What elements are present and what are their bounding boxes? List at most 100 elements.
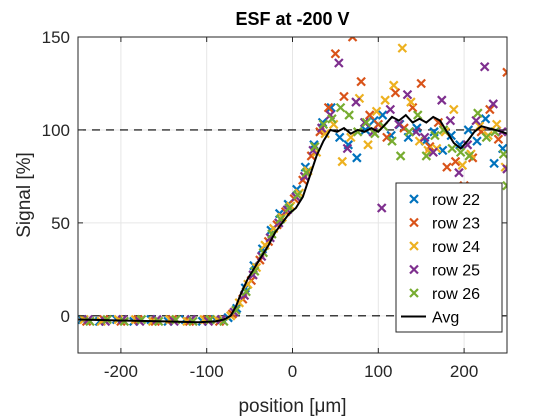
- legend-marker: [409, 264, 419, 275]
- data-point-row-25: [402, 89, 413, 100]
- y-tick-label: 100: [42, 121, 70, 140]
- data-point-row-24: [243, 279, 253, 290]
- data-point-row-24: [320, 128, 330, 139]
- data-point-row-26: [502, 180, 507, 191]
- data-point-row-23: [330, 48, 341, 59]
- data-point-row-24: [380, 95, 390, 105]
- data-point-row-26: [464, 151, 475, 161]
- x-tick-label: -100: [190, 362, 224, 381]
- legend-entry-label: row 24: [432, 239, 480, 256]
- data-point-row-26: [447, 143, 457, 154]
- data-point-row-26: [498, 149, 507, 159]
- data-point-row-22: [326, 102, 336, 113]
- data-point-row-26: [318, 119, 329, 130]
- avg-line: [78, 113, 507, 324]
- data-point-row-24: [491, 119, 502, 130]
- data-point-row-23: [339, 91, 349, 102]
- data-point-row-23: [323, 102, 334, 113]
- data-point-row-22: [480, 114, 491, 124]
- data-point-row-25: [351, 97, 361, 107]
- data-point-row-22: [463, 125, 474, 135]
- data-point-row-23: [442, 162, 452, 172]
- x-tick-label: 100: [364, 362, 392, 381]
- data-point-row-26: [430, 130, 440, 141]
- legend-marker: [409, 241, 419, 251]
- data-point-row-26: [387, 136, 397, 146]
- data-point-row-25: [502, 164, 507, 174]
- data-point-row-24: [406, 97, 416, 107]
- data-point-row-26: [327, 114, 337, 124]
- data-point-row-25: [428, 147, 438, 158]
- data-point-row-24: [449, 104, 459, 115]
- y-tick-label: 150: [42, 28, 70, 47]
- data-point-row-23: [373, 119, 384, 130]
- data-point-row-25: [488, 99, 499, 109]
- x-tick-label: -200: [104, 362, 138, 381]
- data-point-row-24: [363, 140, 373, 150]
- y-axis-label: Signal [%]: [14, 152, 35, 238]
- data-point-row-26: [481, 132, 492, 143]
- data-point-row-25: [359, 117, 370, 128]
- data-point-row-23: [390, 87, 401, 98]
- legend-marker: [409, 194, 419, 204]
- legend-entry-label: row 23: [432, 216, 480, 233]
- data-point-row-25: [376, 203, 387, 213]
- legend-entry-label: row 22: [432, 192, 480, 209]
- data-point-row-26: [301, 167, 312, 178]
- data-point-row-26: [335, 102, 346, 113]
- data-point-row-25: [454, 167, 464, 178]
- data-point-row-26: [395, 151, 406, 161]
- data-point-row-23: [356, 76, 366, 87]
- data-point-row-23: [493, 134, 504, 145]
- legend-entry-label: row 25: [432, 263, 480, 280]
- data-point-row-22: [472, 136, 482, 146]
- y-tick-label: 50: [51, 214, 70, 233]
- x-tick-label: 0: [288, 362, 297, 381]
- legend-box: [395, 182, 503, 333]
- legend-entry-label: Avg: [432, 310, 459, 327]
- data-point-row-22: [360, 125, 371, 135]
- data-point-row-26: [404, 127, 414, 137]
- data-point-row-25: [385, 104, 396, 115]
- data-point-row-23: [433, 117, 444, 128]
- data-point-row-24: [388, 80, 399, 91]
- data-point-row-26: [136, 314, 147, 325]
- y-tick-label: 0: [61, 307, 70, 326]
- data-point-row-23: [347, 37, 358, 42]
- data-point-row-23: [416, 78, 426, 89]
- data-point-row-24: [371, 106, 382, 117]
- data-point-row-23: [502, 67, 507, 78]
- legend: row 22 row 23 row 24 row 25 row 26 Avg: [395, 182, 503, 333]
- data-point-row-23: [364, 110, 375, 120]
- data-point-row-25: [462, 140, 473, 150]
- ticks: -200 -100 0 100 200 0 50 100 150: [42, 28, 507, 381]
- data-point-row-25: [445, 115, 456, 126]
- data-point-row-25: [334, 58, 344, 68]
- plot-data: [78, 37, 507, 327]
- data-point-row-25: [342, 143, 353, 154]
- data-point-row-26: [344, 110, 354, 120]
- x-axis-label: position [μm]: [238, 396, 346, 417]
- data-point-row-22: [334, 132, 345, 143]
- data-point-row-26: [421, 151, 432, 161]
- x-tick-label: 200: [450, 362, 478, 381]
- data-point-row-24: [457, 160, 468, 171]
- data-point-row-26: [310, 141, 320, 152]
- data-point-row-26: [352, 127, 363, 137]
- series-group: [78, 37, 507, 327]
- data-point-row-22: [377, 110, 388, 120]
- data-point-row-22: [352, 153, 362, 163]
- data-point-row-22: [489, 158, 499, 169]
- data-point-row-23: [485, 104, 495, 115]
- legend-marker: [409, 217, 419, 228]
- data-point-row-26: [473, 108, 483, 118]
- data-point-row-24: [397, 43, 408, 53]
- data-point-row-26: [455, 147, 466, 158]
- data-point-row-25: [471, 115, 481, 126]
- data-point-row-26: [267, 229, 277, 239]
- data-point-row-26: [438, 125, 449, 135]
- data-point-row-26: [249, 266, 260, 276]
- legend-marker: [409, 288, 419, 298]
- data-point-row-26: [412, 110, 423, 120]
